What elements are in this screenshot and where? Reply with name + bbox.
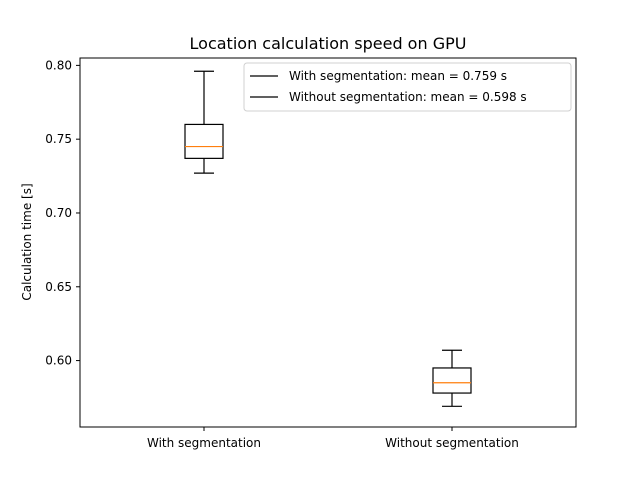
chart-title: Location calculation speed on GPU xyxy=(190,34,467,53)
x-tick-label: Without segmentation xyxy=(385,436,519,450)
y-tick-label: 0.60 xyxy=(45,354,72,368)
box-with-segmentation xyxy=(184,70,224,174)
y-tick-label: 0.65 xyxy=(45,280,72,294)
legend: With segmentation: mean = 0.759 s Withou… xyxy=(243,62,572,112)
boxes-layer xyxy=(184,70,472,407)
y-tick-label: 0.70 xyxy=(45,206,72,220)
x-tick-label: With segmentation xyxy=(147,436,261,450)
y-axis-label: Calculation time [s] xyxy=(20,183,34,300)
y-tick-label: 0.75 xyxy=(45,132,72,146)
interquartile-box xyxy=(184,123,224,159)
interquartile-box xyxy=(432,367,472,394)
y-tick-label: 0.80 xyxy=(45,58,72,72)
box-without-segmentation xyxy=(432,349,472,407)
axes-layer: 0.60 0.65 0.70 0.75 0.80 With segmentation Wit… xyxy=(45,58,519,450)
legend-label-without-segmentation: Without segmentation: mean = 0.598 s xyxy=(289,90,527,104)
legend-label-with-segmentation: With segmentation: mean = 0.759 s xyxy=(289,69,507,83)
plot-area-frame xyxy=(79,57,577,428)
legend-frame xyxy=(243,62,572,112)
